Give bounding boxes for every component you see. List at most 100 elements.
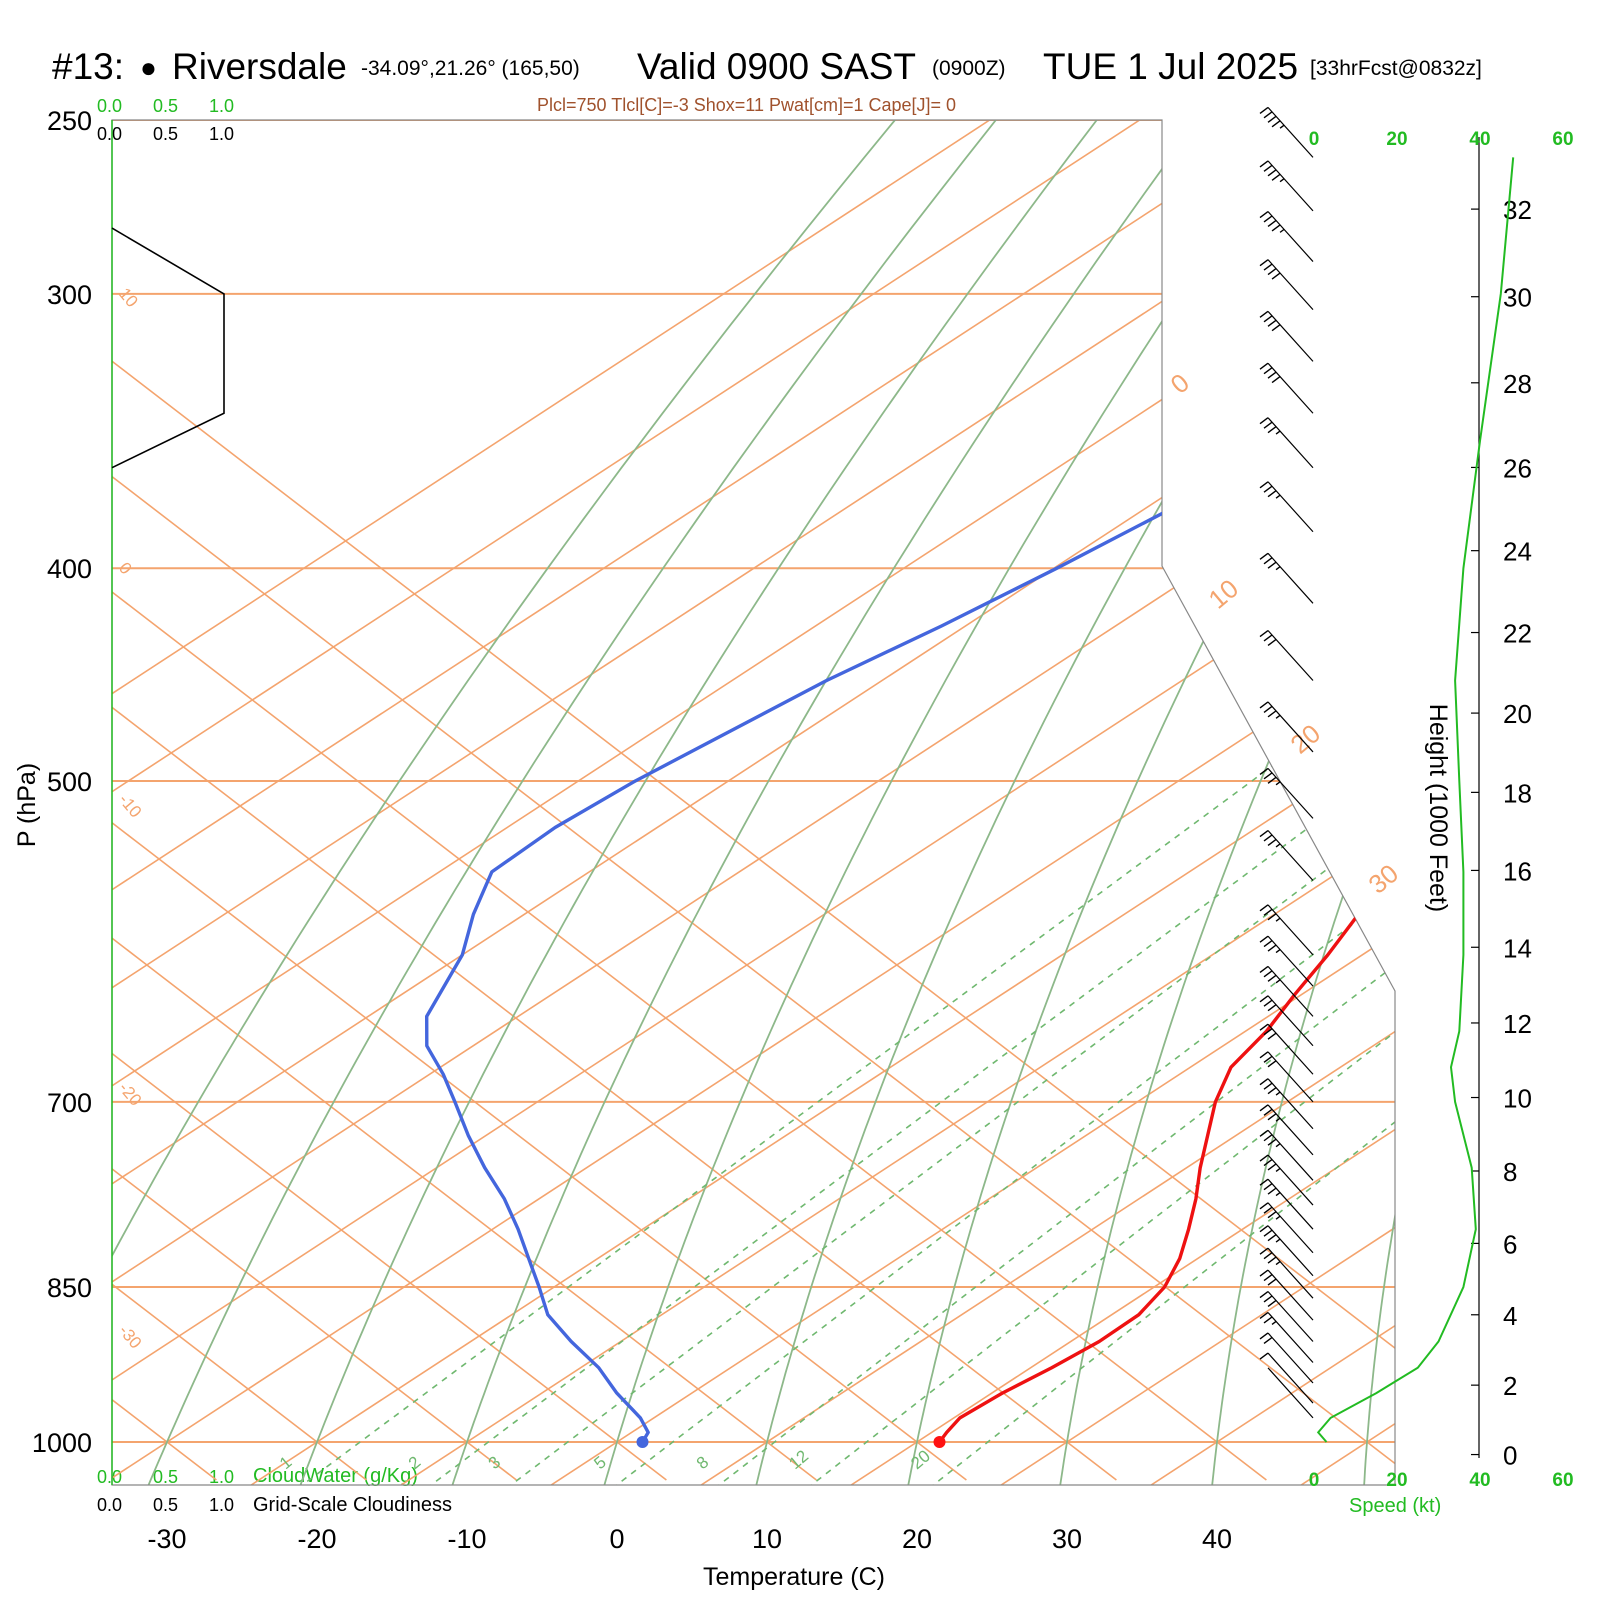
wind-barb-staff — [1267, 107, 1314, 158]
mixing-ratio-label-1: 1 — [276, 1452, 295, 1473]
height-tick-0: 0 — [1503, 1441, 1517, 1471]
wind-barb-half-feather — [1275, 566, 1281, 571]
x-tick-40: 40 — [1202, 1524, 1232, 1554]
wind-barb-feather — [1271, 272, 1281, 280]
wind-barb-feather — [1259, 935, 1269, 943]
wind-barb-feather — [1263, 1273, 1273, 1282]
height-tick-30: 30 — [1503, 283, 1532, 313]
p-tick-850: 850 — [47, 1273, 92, 1303]
sounding-parameters: Plcl=750 Tlcl[C]=-3 Shox=11 Pwat[cm]=1 C… — [537, 95, 957, 115]
diagonal-60 — [112, 120, 1395, 1481]
wind-barb-feather — [1267, 426, 1277, 434]
cloudiness-scale-bottom-2: 1.0 — [209, 1495, 235, 1515]
station-bullet: ● — [140, 52, 157, 83]
wind-barb-feather — [1267, 1113, 1277, 1121]
wind-barb-staff — [1267, 310, 1314, 362]
wind-barb-feather — [1263, 772, 1273, 780]
isotherm--100 — [112, 120, 1141, 1485]
wind-barb-feather — [1263, 970, 1273, 978]
diagonal--10 — [112, 120, 517, 1481]
surface-dewpoint-dot — [636, 1436, 649, 1448]
cloudiness-scale-top-1: 0.5 — [153, 124, 179, 144]
temperature-profile — [938, 156, 1395, 1444]
wind-barb-feather — [1267, 1256, 1277, 1264]
wind-barb-half-feather — [1275, 843, 1281, 848]
height-tick-18: 18 — [1503, 778, 1532, 808]
wind-barb-feather — [1267, 1163, 1277, 1171]
isotherm-0 — [545, 120, 1395, 1485]
wind-barb — [1259, 160, 1314, 212]
wind-barb-feather — [1259, 629, 1269, 638]
wind-barb-feather — [1263, 834, 1273, 842]
wind-barb-feather — [1267, 1278, 1277, 1286]
wind-barb-feather — [1271, 324, 1281, 332]
cloud-water-scale-top-0: 0.0 — [97, 96, 123, 116]
isotherm-30 — [995, 120, 1395, 1485]
wind-barb-feather — [1263, 1229, 1273, 1237]
wind-barb-feather — [1263, 215, 1273, 223]
wind-barb — [1259, 1023, 1314, 1075]
wind-barb-staff — [1267, 1312, 1314, 1363]
cloud-water-scale-top-2: 1.0 — [209, 96, 235, 116]
height-tick-6: 6 — [1503, 1229, 1517, 1259]
diagonal-0 — [112, 120, 667, 1481]
wind-barb-feather — [1267, 267, 1277, 276]
speed-label: Speed (kt) — [1349, 1495, 1442, 1517]
wind-barb-staff — [1267, 1247, 1314, 1299]
wind-barb-half-feather — [1275, 1215, 1281, 1220]
dry-adiabat--10 — [450, 120, 1199, 1485]
wind-barb-feather — [1267, 319, 1277, 327]
wind-barb-feather — [1259, 1154, 1269, 1162]
cloud-water-scale-bottom-1: 0.5 — [153, 1467, 179, 1487]
wind-barb-feather — [1263, 557, 1273, 565]
isotherm--80 — [112, 120, 1395, 1485]
dry-adiabat-40 — [1210, 120, 1395, 1485]
wind-barb — [1259, 1129, 1314, 1181]
wind-barb-feather — [1267, 776, 1277, 784]
wind-barb-half-feather — [1275, 714, 1281, 719]
speed-tick-bottom-20: 20 — [1386, 1470, 1407, 1491]
wind-barb-feather — [1267, 638, 1277, 647]
wind-barb — [1259, 701, 1314, 753]
wind-barb-half-feather — [1275, 1260, 1281, 1266]
wind-barb — [1259, 904, 1314, 956]
wind-barb-feather — [1263, 705, 1273, 713]
mixing-ratio-line-5 — [611, 567, 1395, 1485]
p-tick-400: 400 — [47, 554, 92, 584]
mixing-ratio-label-8: 8 — [693, 1452, 712, 1473]
mixing-ratio-line-12 — [806, 567, 1395, 1485]
wind-barb-staff — [1267, 1051, 1314, 1103]
zulu-time: (0900Z) — [932, 57, 1006, 80]
wind-barb-feather — [1259, 1051, 1269, 1059]
wind-barb-feather — [1263, 908, 1273, 916]
wind-barb-feather — [1267, 490, 1277, 498]
wind-barb-feather — [1271, 376, 1281, 384]
wind-barb-staff — [1267, 830, 1314, 881]
wind-barb-half-feather — [1279, 178, 1285, 183]
wind-barb — [1259, 629, 1314, 681]
cloudiness-scale-top-0: 0.0 — [97, 124, 123, 144]
wind-barb-staff — [1267, 481, 1314, 533]
wind-barb-feather — [1267, 1004, 1277, 1012]
left-isotherm-label-0: 0 — [115, 559, 136, 578]
isotherm-20 — [845, 120, 1395, 1485]
wind-barb — [1259, 1225, 1314, 1277]
station-coords: -34.09°,21.26° (165,50) — [361, 57, 580, 80]
wind-barb-feather — [1271, 224, 1281, 232]
wind-barb-staff — [1267, 1129, 1314, 1181]
wind-barb-half-feather — [1275, 948, 1281, 954]
wind-barb-feather — [1259, 995, 1269, 1003]
valid-time: Valid 0900 SAST — [637, 46, 917, 87]
wind-barb-staff — [1267, 160, 1314, 212]
wind-barb-feather — [1259, 1129, 1269, 1137]
wind-barb-half-feather — [1275, 1238, 1281, 1243]
mixing-ratio-label-5: 5 — [590, 1452, 609, 1473]
dry-adiabat--20 — [298, 120, 1098, 1485]
wind-barb-feather — [1259, 701, 1269, 709]
wind-barb — [1259, 1332, 1314, 1384]
wind-barb — [1259, 1352, 1314, 1404]
isotherm--40 — [112, 120, 1395, 1485]
diagonal-10 — [112, 120, 817, 1481]
isotherm-label-10: 10 — [1203, 573, 1244, 615]
wind-barb-feather — [1259, 1311, 1269, 1320]
